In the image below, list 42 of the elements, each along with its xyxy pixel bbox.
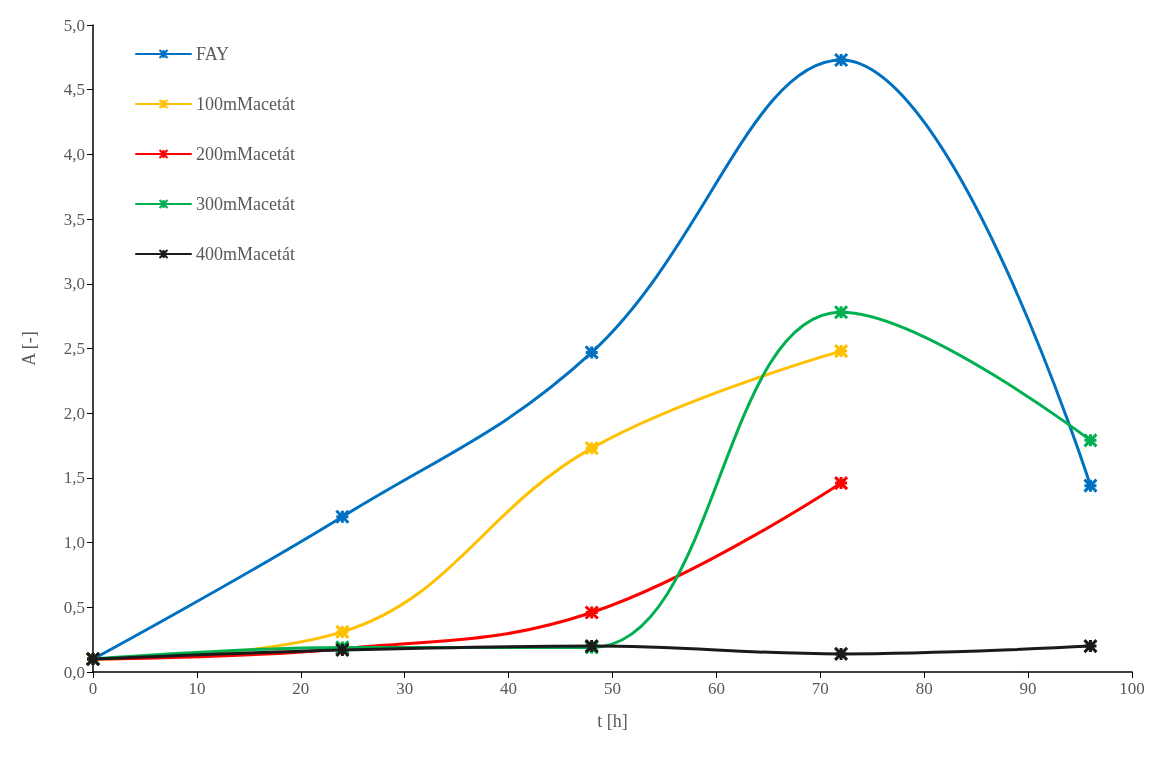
point bbox=[1082, 432, 1098, 448]
legend-label: 400mMacetát bbox=[196, 244, 295, 264]
point bbox=[833, 343, 849, 359]
point bbox=[334, 624, 350, 640]
x-tick-label: 10 bbox=[188, 679, 206, 698]
point bbox=[833, 475, 849, 491]
y-tick-label: 5,0 bbox=[63, 15, 85, 35]
y-tick-label: 3,5 bbox=[63, 209, 85, 229]
point bbox=[1082, 638, 1098, 654]
point bbox=[584, 604, 600, 620]
x-tick-label: 40 bbox=[500, 679, 518, 698]
point bbox=[833, 646, 849, 662]
y-tick-label: 4,0 bbox=[63, 144, 85, 164]
y-tick-label: 4,5 bbox=[63, 80, 85, 100]
x-tick-label: 60 bbox=[707, 679, 725, 698]
y-tick-label: 1,5 bbox=[63, 468, 85, 488]
point bbox=[584, 440, 600, 456]
y-tick-label: 2,0 bbox=[63, 403, 85, 423]
point bbox=[833, 52, 849, 68]
x-tick-label: 20 bbox=[292, 679, 310, 698]
x-tick-label: 70 bbox=[811, 679, 829, 698]
y-tick-label: 3,0 bbox=[63, 274, 85, 294]
x-tick-label: 90 bbox=[1019, 679, 1037, 698]
x-tick-label: 30 bbox=[396, 679, 414, 698]
x-tick-label: 0 bbox=[88, 679, 98, 698]
point bbox=[1082, 478, 1098, 494]
y-tick-label: 0,0 bbox=[63, 662, 85, 682]
point bbox=[584, 344, 600, 360]
legend-label: FAY bbox=[196, 44, 230, 64]
legend-label: 300mMacetát bbox=[196, 194, 295, 214]
x-axis-title: t [h] bbox=[597, 711, 628, 731]
y-tick-label: 1,0 bbox=[63, 533, 85, 553]
legend-label: 200mMacetát bbox=[196, 144, 295, 164]
point bbox=[334, 509, 350, 525]
x-tick-label: 80 bbox=[915, 679, 933, 698]
y-axis-title: A [-] bbox=[19, 331, 39, 366]
x-tick-label: 50 bbox=[604, 679, 621, 698]
x-tick-label: 100 bbox=[1119, 679, 1145, 698]
point bbox=[833, 304, 849, 320]
y-tick-label: 2,5 bbox=[63, 339, 85, 358]
legend-label: 100mMacetát bbox=[196, 94, 295, 114]
y-tick-label: 0,5 bbox=[63, 597, 85, 617]
